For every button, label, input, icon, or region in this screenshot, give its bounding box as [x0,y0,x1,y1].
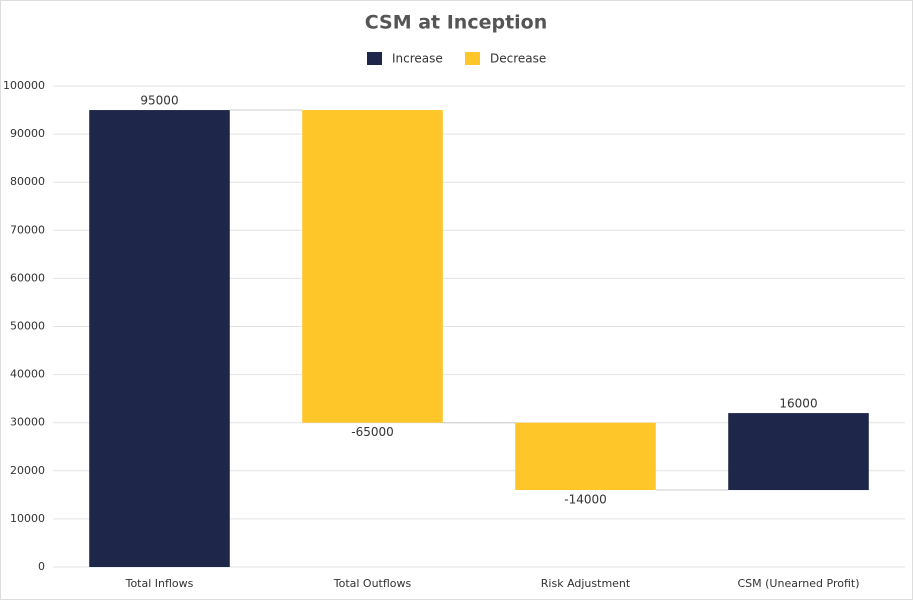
y-tick-label: 0 [38,560,45,573]
legend-swatch [465,52,480,65]
y-tick-label: 20000 [10,464,45,477]
bar [515,422,656,491]
x-tick-label: Total Inflows [125,577,194,590]
bar [89,110,230,568]
y-tick-label: 70000 [10,223,45,236]
value-label: -65000 [351,425,394,439]
value-label: 16000 [779,397,817,411]
y-tick-label: 50000 [10,320,45,333]
y-tick-label: 100000 [3,79,45,92]
x-tick-label: Total Outflows [333,577,412,590]
bar [728,413,869,491]
legend-label: Increase [392,52,443,66]
y-tick-label: 60000 [10,271,45,284]
legend-swatch [367,52,382,65]
y-tick-label: 30000 [10,416,45,429]
x-tick-label: Risk Adjustment [541,577,631,590]
chart-title: CSM at Inception [365,12,548,34]
y-tick-label: 90000 [10,127,45,140]
x-tick-label: CSM (Unearned Profit) [737,577,859,590]
bar [302,110,443,423]
value-label: -14000 [564,493,607,507]
y-tick-label: 80000 [10,175,45,188]
value-label: 95000 [140,94,178,108]
y-tick-label: 40000 [10,368,45,381]
y-tick-label: 10000 [10,512,45,525]
legend-label: Decrease [490,52,546,66]
